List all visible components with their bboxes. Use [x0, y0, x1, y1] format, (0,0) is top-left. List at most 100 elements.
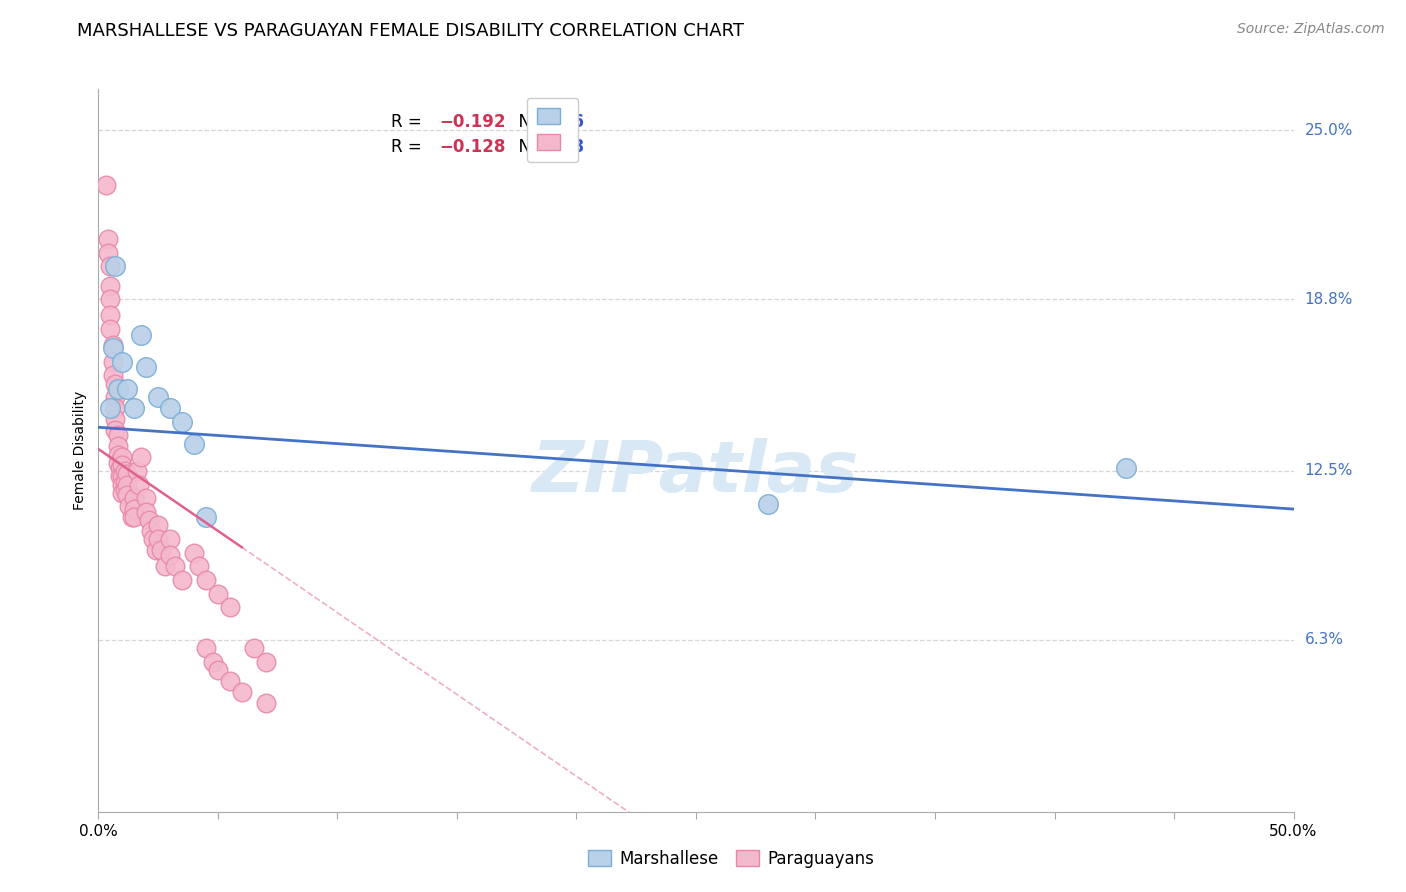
- Point: [183, 436, 205, 450]
- Text: N =: N =: [509, 112, 555, 131]
- Point: [254, 696, 277, 710]
- Point: [104, 390, 127, 404]
- Point: [107, 448, 129, 462]
- Text: R =: R =: [391, 112, 427, 131]
- Point: [207, 663, 229, 677]
- Point: [159, 549, 181, 563]
- Point: [98, 260, 122, 274]
- Text: N =: N =: [509, 138, 555, 156]
- Text: 12.5%: 12.5%: [1305, 464, 1353, 478]
- Point: [187, 559, 209, 574]
- Text: 16: 16: [561, 112, 583, 131]
- Point: [148, 518, 170, 533]
- Point: [101, 368, 124, 383]
- Point: [124, 510, 146, 524]
- Point: [104, 376, 127, 391]
- Point: [142, 532, 165, 546]
- Point: [135, 360, 157, 375]
- Point: [104, 401, 127, 416]
- Point: [756, 497, 779, 511]
- Point: [183, 546, 205, 560]
- Point: [172, 415, 194, 429]
- Point: [94, 178, 117, 192]
- Point: [135, 491, 157, 505]
- Text: −0.128: −0.128: [439, 138, 505, 156]
- Y-axis label: Female Disability: Female Disability: [73, 391, 87, 510]
- Text: 6.3%: 6.3%: [1305, 632, 1344, 648]
- Point: [114, 483, 136, 497]
- Text: 25.0%: 25.0%: [1305, 122, 1353, 137]
- Point: [148, 532, 170, 546]
- Point: [115, 382, 138, 396]
- Point: [111, 485, 134, 500]
- Point: [111, 450, 134, 465]
- Point: [163, 559, 186, 574]
- Point: [124, 502, 146, 516]
- Legend: Marshallese, Paraguayans: Marshallese, Paraguayans: [582, 844, 880, 875]
- Point: [108, 469, 131, 483]
- Point: [125, 464, 148, 478]
- Point: [98, 309, 122, 323]
- Point: [118, 500, 141, 514]
- Point: [128, 477, 150, 491]
- Point: [101, 341, 124, 355]
- Text: R =: R =: [391, 138, 427, 156]
- Point: [115, 488, 138, 502]
- Point: [131, 450, 153, 465]
- Text: Source: ZipAtlas.com: Source: ZipAtlas.com: [1237, 22, 1385, 37]
- Point: [148, 390, 170, 404]
- Text: ZIPatlas: ZIPatlas: [533, 438, 859, 507]
- Point: [115, 467, 138, 481]
- Point: [115, 477, 138, 491]
- Point: [101, 355, 124, 369]
- Point: [195, 510, 218, 524]
- Point: [97, 245, 120, 260]
- Text: 18.8%: 18.8%: [1305, 292, 1353, 307]
- Point: [124, 491, 146, 505]
- Point: [121, 510, 143, 524]
- Point: [104, 260, 127, 274]
- Point: [159, 532, 181, 546]
- Point: [207, 586, 229, 600]
- Point: [219, 673, 242, 688]
- Point: [172, 573, 194, 587]
- Point: [111, 469, 134, 483]
- Point: [1115, 461, 1137, 475]
- Point: [108, 461, 131, 475]
- Point: [107, 428, 129, 442]
- Point: [111, 458, 134, 473]
- Point: [98, 322, 122, 336]
- Point: [101, 338, 124, 352]
- Point: [202, 655, 225, 669]
- Point: [124, 401, 146, 416]
- Point: [98, 292, 122, 306]
- Point: [159, 401, 181, 416]
- Text: MARSHALLESE VS PARAGUAYAN FEMALE DISABILITY CORRELATION CHART: MARSHALLESE VS PARAGUAYAN FEMALE DISABIL…: [77, 22, 744, 40]
- Point: [111, 477, 134, 491]
- Point: [107, 456, 129, 470]
- Point: [243, 641, 266, 656]
- Legend: , : ,: [527, 97, 578, 161]
- Point: [107, 439, 129, 453]
- Point: [155, 559, 177, 574]
- Point: [139, 524, 162, 538]
- Point: [131, 327, 153, 342]
- Point: [107, 382, 129, 396]
- Point: [97, 232, 120, 246]
- Point: [111, 355, 134, 369]
- Point: [231, 685, 253, 699]
- Point: [104, 412, 127, 426]
- Text: 68: 68: [561, 138, 583, 156]
- Point: [135, 505, 157, 519]
- Point: [195, 573, 218, 587]
- Text: −0.192: −0.192: [439, 112, 506, 131]
- Point: [98, 278, 122, 293]
- Point: [104, 423, 127, 437]
- Point: [254, 655, 277, 669]
- Point: [219, 600, 242, 615]
- Point: [138, 513, 160, 527]
- Point: [114, 475, 136, 489]
- Point: [114, 464, 136, 478]
- Point: [98, 401, 122, 416]
- Point: [149, 543, 172, 558]
